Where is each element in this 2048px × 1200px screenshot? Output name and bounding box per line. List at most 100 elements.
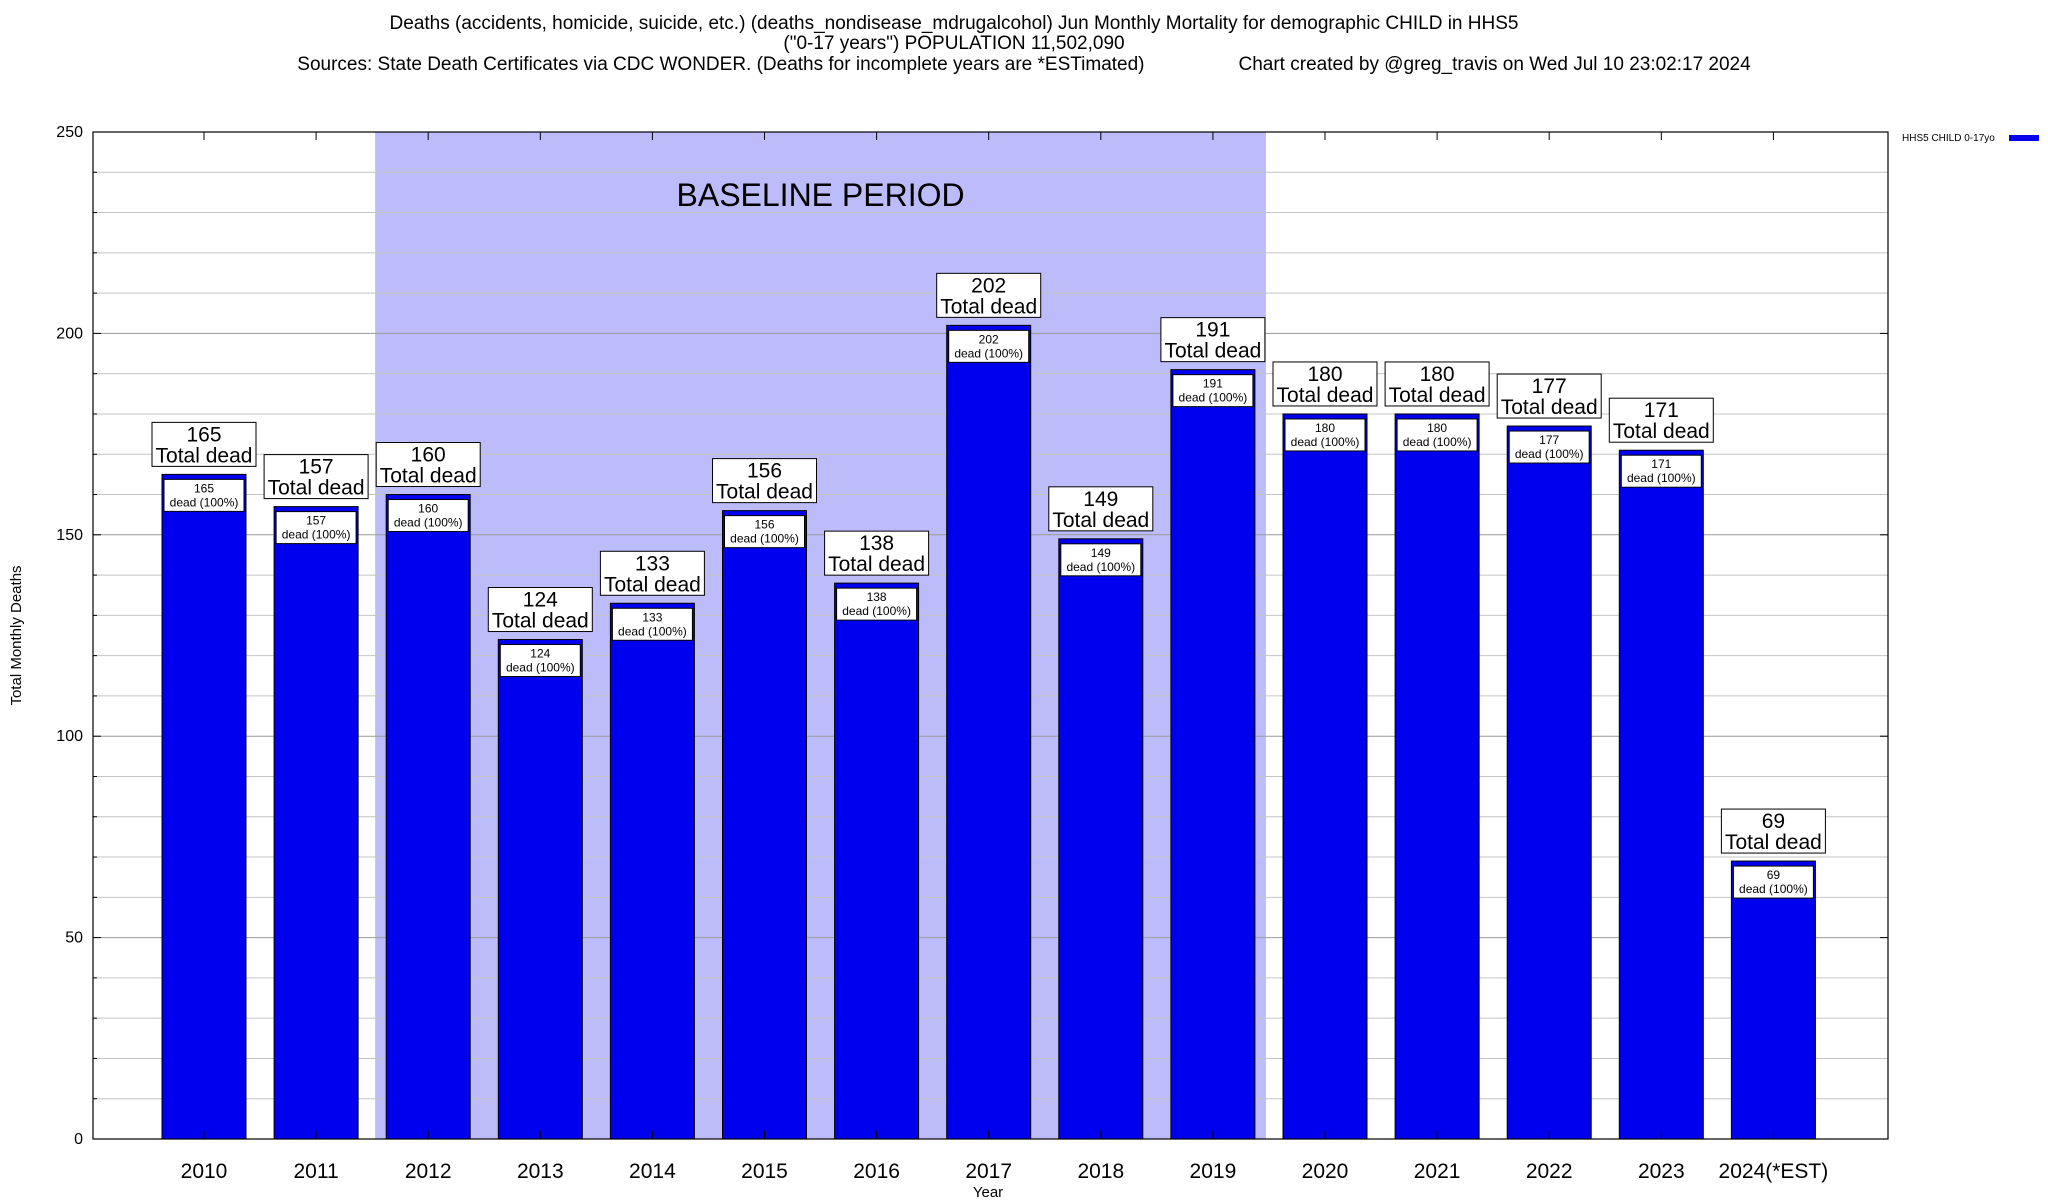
chart-sources: Sources: State Death Certificates via CD… xyxy=(297,54,1145,75)
bar-inner-value-label: 171 xyxy=(1651,457,1671,471)
bar-inner-value-label: 156 xyxy=(754,518,774,532)
bar-inner-value-label: 165 xyxy=(194,481,214,495)
bar-total-text-label: Total dead xyxy=(940,295,1037,318)
bar-total-value-label: 157 xyxy=(299,456,334,479)
bar-inner-label-box xyxy=(836,587,918,621)
bar-total-label-box xyxy=(1160,317,1266,363)
bar-total-label-box xyxy=(487,587,593,633)
bar-inner-label-box xyxy=(163,478,245,512)
bar-inner-percent-label: dead (100%) xyxy=(1066,560,1135,574)
bar-total-text-label: Total dead xyxy=(716,481,813,504)
bar xyxy=(385,494,471,1140)
bar-total-value-label: 191 xyxy=(1195,319,1230,342)
bar-inner-label-box xyxy=(1060,543,1142,577)
bar-inner-value-label: 191 xyxy=(1203,377,1223,391)
bar-inner-percent-label: dead (100%) xyxy=(282,528,351,542)
bar-total-label-box xyxy=(1608,397,1714,443)
bar-total-text-label: Total dead xyxy=(268,477,365,500)
y-tick-label: 200 xyxy=(56,325,83,342)
bar xyxy=(834,582,920,1140)
bar-inner-value-label: 133 xyxy=(642,610,662,624)
bar-inner-label-box xyxy=(1732,865,1814,899)
bar-total-label-box xyxy=(824,530,930,576)
bar xyxy=(1730,860,1816,1140)
bar-total-value-label: 177 xyxy=(1532,375,1567,398)
plot-frame xyxy=(92,131,1889,1140)
bar-total-value-label: 165 xyxy=(186,423,221,446)
bar-inner-value-label: 160 xyxy=(418,502,438,516)
y-tick-label: 250 xyxy=(56,124,83,141)
y-axis-label: Total Monthly Deaths xyxy=(8,565,25,705)
bar-total-value-label: 160 xyxy=(411,444,446,467)
bar-inner-percent-label: dead (100%) xyxy=(1627,471,1696,485)
baseline-period-label: BASELINE PERIOD xyxy=(677,177,965,213)
bar-total-text-label: Total dead xyxy=(1164,340,1261,363)
bar-total-text-label: Total dead xyxy=(156,444,253,467)
bar-total-label-box xyxy=(712,458,817,504)
bar-inner-value-label: 157 xyxy=(306,514,326,528)
bar-inner-label-box xyxy=(1508,430,1590,464)
bar-inner-percent-label: dead (100%) xyxy=(1515,447,1584,461)
bar-total-label-box xyxy=(599,550,705,596)
bar-total-value-label: 133 xyxy=(635,552,670,575)
bar-inner-percent-label: dead (100%) xyxy=(394,516,463,530)
x-tick-label: 2017 xyxy=(965,1160,1012,1183)
bar-inner-label-box xyxy=(1172,374,1254,408)
bar-inner-label-box xyxy=(1284,418,1366,452)
bar xyxy=(609,602,695,1140)
x-tick-label: 2015 xyxy=(741,1160,788,1183)
bar-total-label-box xyxy=(1048,486,1154,532)
bar-inner-percent-label: dead (100%) xyxy=(954,346,1023,360)
bar-total-value-label: 180 xyxy=(1307,363,1342,386)
bar-total-text-label: Total dead xyxy=(828,553,925,576)
bar-total-value-label: 138 xyxy=(859,532,894,555)
bar-inner-value-label: 69 xyxy=(1767,868,1781,882)
bar-total-text-label: Total dead xyxy=(1613,420,1710,443)
bar-total-text-label: Total dead xyxy=(492,610,589,633)
bar-total-value-label: 202 xyxy=(971,274,1006,297)
bar-total-label-box xyxy=(1384,361,1490,407)
bar xyxy=(946,324,1032,1140)
bar-total-label-box xyxy=(936,272,1042,318)
bar-total-text-label: Total dead xyxy=(604,573,701,596)
x-tick-label: 2016 xyxy=(853,1160,900,1183)
y-tick-label: 0 xyxy=(74,1131,83,1148)
bar xyxy=(722,510,807,1140)
chart-credit: Chart created by @greg_travis on Wed Jul… xyxy=(1238,54,1751,75)
bar xyxy=(1394,413,1480,1140)
x-tick-label: 2014 xyxy=(629,1160,676,1183)
bar-inner-percent-label: dead (100%) xyxy=(1403,435,1472,449)
bar-inner-value-label: 149 xyxy=(1091,546,1111,560)
bar-inner-value-label: 180 xyxy=(1427,421,1447,435)
bar-inner-label-box xyxy=(948,329,1030,363)
bar-inner-percent-label: dead (100%) xyxy=(842,604,911,618)
bar-inner-value-label: 124 xyxy=(530,647,550,661)
bar xyxy=(1618,449,1704,1140)
x-tick-label: 2013 xyxy=(517,1160,564,1183)
x-tick-label: 2019 xyxy=(1190,1160,1237,1183)
x-tick-label: 2022 xyxy=(1526,1160,1573,1183)
bar xyxy=(273,506,359,1140)
chart-subtitle: ("0-17 years") POPULATION 11,502,090 xyxy=(783,33,1125,54)
bar-inner-percent-label: dead (100%) xyxy=(170,495,239,509)
bar-total-label-box xyxy=(1272,361,1378,407)
bar-total-value-label: 171 xyxy=(1644,399,1679,422)
bar-inner-percent-label: dead (100%) xyxy=(1291,435,1360,449)
bar-total-text-label: Total dead xyxy=(380,465,477,488)
bar-inner-percent-label: dead (100%) xyxy=(506,661,575,675)
bar-total-value-label: 124 xyxy=(523,589,558,612)
bar-total-text-label: Total dead xyxy=(1389,384,1486,407)
bar-inner-percent-label: dead (100%) xyxy=(618,624,687,638)
bar-total-text-label: Total dead xyxy=(1277,384,1374,407)
bar-total-text-label: Total dead xyxy=(1501,396,1598,419)
legend-swatch xyxy=(2009,135,2039,141)
chart-sources-line: Sources: State Death Certificates via CD… xyxy=(0,55,2048,75)
